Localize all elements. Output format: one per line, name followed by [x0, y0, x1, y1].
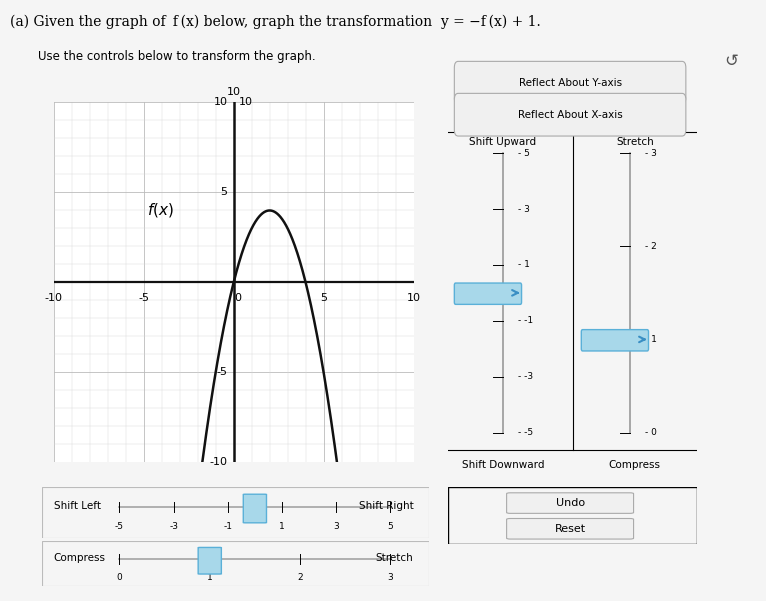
Text: Undo: Undo — [555, 498, 584, 508]
Text: 10: 10 — [239, 97, 253, 108]
Text: (a) Given the graph of  f (x) below, graph the transformation  y = −f (x) + 1.: (a) Given the graph of f (x) below, grap… — [10, 15, 541, 29]
Text: Shift Downward: Shift Downward — [462, 460, 544, 471]
Text: Reflect About Y-axis: Reflect About Y-axis — [519, 78, 622, 88]
Text: 5: 5 — [388, 522, 393, 531]
Text: - 3: - 3 — [518, 204, 530, 213]
Text: Stretch: Stretch — [616, 138, 653, 147]
Text: - -1: - -1 — [518, 316, 533, 325]
FancyBboxPatch shape — [454, 61, 686, 104]
Text: $\mathit{f}(x)$: $\mathit{f}(x)$ — [147, 201, 174, 219]
Text: -10: -10 — [209, 457, 228, 468]
Text: -5: -5 — [216, 367, 228, 377]
Text: Reset: Reset — [555, 524, 586, 534]
Text: -10: -10 — [44, 293, 63, 304]
Text: -3: -3 — [169, 522, 178, 531]
Text: Stretch: Stretch — [376, 553, 414, 563]
Text: 5: 5 — [221, 188, 228, 198]
Text: 5: 5 — [320, 293, 327, 304]
Text: 10: 10 — [213, 97, 228, 108]
Text: - -3: - -3 — [518, 372, 533, 381]
Text: 0: 0 — [116, 573, 123, 582]
Text: 3: 3 — [388, 573, 393, 582]
Text: ↺: ↺ — [725, 52, 738, 70]
Text: 1: 1 — [207, 573, 213, 582]
FancyBboxPatch shape — [581, 329, 649, 351]
Text: Shift Right: Shift Right — [358, 501, 414, 511]
Text: -5: -5 — [138, 293, 149, 304]
Text: 3: 3 — [333, 522, 339, 531]
Text: 10: 10 — [407, 293, 421, 304]
FancyBboxPatch shape — [506, 493, 633, 513]
Text: 10: 10 — [227, 87, 241, 97]
FancyBboxPatch shape — [244, 494, 267, 523]
FancyBboxPatch shape — [198, 548, 221, 574]
Text: - -5: - -5 — [518, 428, 533, 437]
Text: - 1: - 1 — [645, 335, 656, 344]
Text: 2: 2 — [297, 573, 303, 582]
Text: - 1: - 1 — [518, 260, 530, 269]
FancyBboxPatch shape — [454, 93, 686, 136]
Text: 0: 0 — [234, 293, 241, 304]
Text: -1: -1 — [224, 522, 232, 531]
Text: Compress: Compress — [54, 553, 106, 563]
Text: - 5: - 5 — [518, 148, 530, 157]
Text: - 0: - 0 — [645, 428, 656, 437]
Text: - 2: - 2 — [645, 242, 656, 251]
FancyBboxPatch shape — [454, 283, 522, 304]
FancyBboxPatch shape — [506, 519, 633, 539]
Text: - 3: - 3 — [645, 148, 656, 157]
Text: Shift Left: Shift Left — [54, 501, 101, 511]
Text: Use the controls below to transform the graph.: Use the controls below to transform the … — [38, 50, 316, 63]
Text: 1: 1 — [279, 522, 285, 531]
Text: Compress: Compress — [609, 460, 661, 471]
Text: Shift Upward: Shift Upward — [470, 138, 536, 147]
Text: -5: -5 — [115, 522, 124, 531]
Text: Reflect About X-axis: Reflect About X-axis — [518, 110, 623, 120]
